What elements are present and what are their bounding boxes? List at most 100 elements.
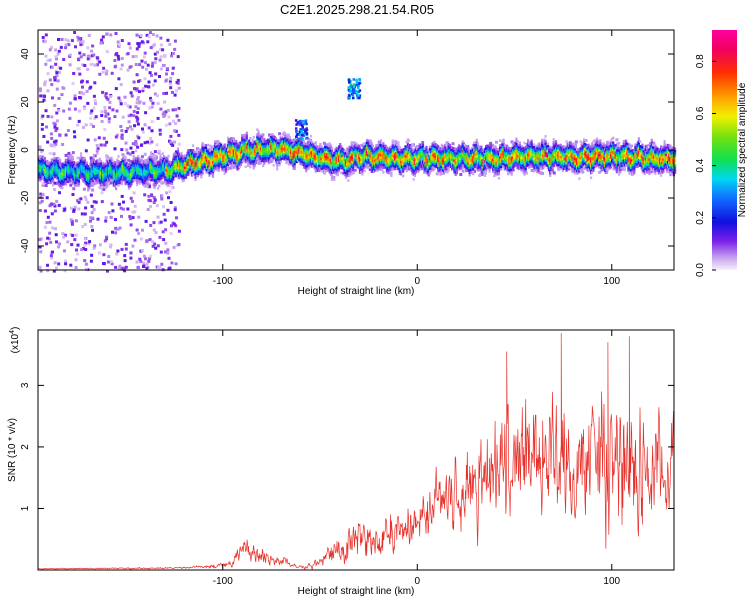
heat-cell (360, 158, 363, 162)
heat-cell (312, 160, 315, 163)
heat-cell (232, 166, 236, 169)
heat-cell (45, 180, 48, 183)
heat-cell (175, 162, 178, 166)
heat-cell (316, 150, 320, 153)
heat-cell (281, 142, 285, 145)
heat-cell (435, 144, 439, 147)
heat-cell (323, 143, 327, 146)
heat-cell (95, 167, 98, 171)
heat-cell (164, 166, 167, 169)
heat-cell (223, 146, 226, 149)
heat-cell (223, 160, 226, 163)
heat-cell (113, 115, 117, 119)
heat-cell (252, 155, 255, 158)
heat-cell (70, 168, 73, 172)
heat-cell (615, 138, 619, 142)
heat-cell (173, 129, 177, 133)
heat-cell (180, 156, 183, 160)
heat-cell (167, 162, 170, 165)
heat-cell (397, 143, 400, 147)
heat-cell (454, 151, 457, 155)
heat-cell (288, 157, 292, 161)
heat-cell (348, 164, 351, 168)
heat-cell (143, 171, 146, 175)
heat-cell (87, 189, 90, 192)
heat-cell (117, 202, 121, 206)
heat-cell (168, 177, 171, 181)
heat-cell (176, 78, 180, 82)
heat-cell (196, 167, 199, 171)
heat-cell (43, 225, 47, 229)
heat-cell (363, 150, 366, 153)
heat-cell (388, 157, 391, 160)
heat-cell (350, 172, 353, 176)
heat-cell (270, 154, 273, 158)
heat-cell (83, 164, 86, 167)
heat-cell (444, 158, 447, 161)
heat-cell (71, 182, 74, 185)
heat-cell (149, 223, 153, 227)
heat-cell (194, 178, 197, 182)
heat-cell (451, 158, 454, 161)
heat-cell (137, 174, 140, 177)
heat-cell (313, 152, 316, 155)
heat-cell (292, 159, 295, 163)
heat-cell (228, 143, 231, 146)
heat-cell (171, 72, 175, 76)
heat-cell (116, 175, 119, 179)
heat-cell (223, 162, 226, 166)
heat-cell (52, 152, 56, 156)
heat-cell (115, 173, 118, 176)
heat-cell (312, 150, 315, 153)
heat-cell (89, 167, 92, 170)
heat-cell (263, 145, 266, 148)
heat-cell (382, 142, 385, 145)
heat-cell (170, 186, 174, 190)
heat-cell (154, 173, 157, 177)
heat-cell (66, 129, 70, 132)
heat-cell (329, 161, 332, 164)
heat-cell (130, 171, 133, 174)
heat-cell (312, 152, 315, 156)
heat-cell (445, 167, 448, 171)
heat-cell (123, 159, 126, 163)
heat-cell (381, 144, 384, 147)
heat-cell (425, 145, 428, 149)
heat-cell (235, 149, 238, 153)
heat-cell (119, 102, 123, 106)
heat-cell (128, 152, 132, 156)
heat-cell (125, 164, 128, 168)
heat-cell (130, 180, 133, 184)
heat-cell (216, 149, 219, 153)
heat-cell (326, 160, 329, 163)
heat-cell (104, 186, 107, 190)
heat-cell (174, 122, 177, 125)
heat-cell (115, 182, 118, 186)
heat-cell (136, 162, 139, 165)
heat-cell (302, 161, 306, 164)
heat-cell (393, 165, 397, 168)
heat-cell (257, 158, 260, 162)
heat-cell (193, 153, 196, 156)
heat-cell (139, 172, 142, 176)
heat-cell (109, 95, 113, 99)
heat-cell (51, 250, 54, 254)
heat-cell (397, 155, 400, 159)
heat-cell (439, 173, 442, 176)
heat-cell (270, 145, 273, 148)
heat-cell (151, 174, 154, 177)
heat-cell (102, 253, 106, 257)
heat-cell (70, 173, 73, 176)
heat-cell (178, 169, 181, 173)
heat-cell (374, 164, 377, 167)
heat-cell (412, 149, 415, 152)
heat-cell (175, 114, 179, 118)
heat-cell (322, 149, 325, 153)
heat-cell (358, 159, 362, 162)
heat-cell (370, 149, 373, 152)
heat-cell (356, 144, 359, 147)
heat-cell (232, 161, 236, 164)
heat-cell (259, 140, 262, 143)
heat-cell (264, 140, 267, 143)
heat-cell (210, 150, 213, 154)
